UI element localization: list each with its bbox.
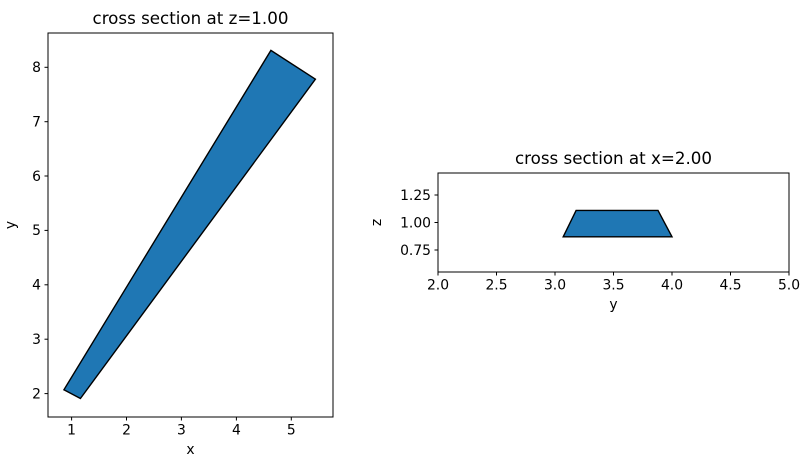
y-tick-label: 5 [32, 223, 41, 239]
y-tick-label: 7 [32, 115, 41, 131]
x-tick-label: 3 [177, 423, 186, 439]
y-tick-label: 1.00 [400, 215, 431, 231]
x-tick-label: 1 [67, 423, 76, 439]
x-tick-label: 4 [232, 423, 241, 439]
x-tick-label: 4.5 [719, 278, 741, 294]
plot-title: cross section at x=2.00 [515, 148, 712, 168]
y-tick-label: 0.75 [400, 243, 431, 259]
y-tick-label: 6 [32, 169, 41, 185]
subplot-cross-section-x: 2.0 2.5 3.0 3.5 4.0 4.5 5.0 0.75 1.00 1.25 cross s… [369, 148, 800, 313]
y-tick-label: 2 [32, 386, 41, 402]
x-tick-label: 5 [287, 423, 296, 439]
plot-title: cross section at z=1.00 [93, 8, 289, 28]
cross-section-polygon-x [562, 209, 674, 238]
x-tick-label: 2.5 [485, 278, 507, 294]
y-tick-label: 4 [32, 278, 41, 294]
x-axis-label: x [186, 442, 194, 458]
y-tick-label: 3 [32, 332, 41, 348]
y-tick-label: 1.25 [400, 188, 431, 204]
x-axis-label: y [609, 297, 617, 313]
cross-section-polygon-z [62, 49, 317, 400]
x-tick-label: 3.0 [544, 278, 566, 294]
y-axis-label: z [369, 219, 385, 226]
x-tick-label: 2.0 [427, 278, 449, 294]
subplot-cross-section-z: 1 2 3 4 5 2 3 4 5 6 7 8 cross section at z=1.00 x y [3, 8, 334, 458]
y-tick-label: 8 [32, 60, 41, 76]
x-tick-label: 5.0 [778, 278, 800, 294]
x-tick-label: 4.0 [661, 278, 683, 294]
x-tick-label: 3.5 [602, 278, 624, 294]
y-axis-label: y [3, 221, 19, 229]
x-tick-label: 2 [122, 423, 131, 439]
